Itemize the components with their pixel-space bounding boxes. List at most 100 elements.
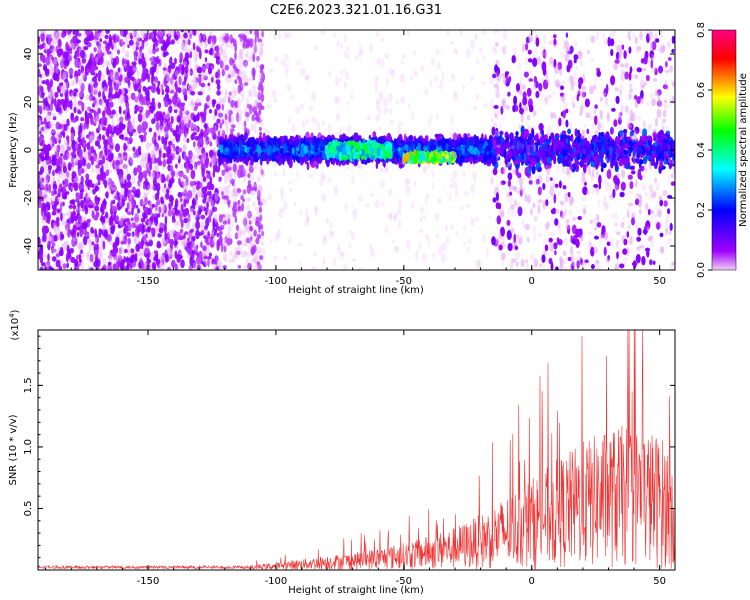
heatmap-cell bbox=[141, 60, 147, 69]
heatmap-cell bbox=[144, 196, 148, 206]
heatmap-cell bbox=[53, 190, 57, 195]
heatmap-cell bbox=[196, 47, 201, 53]
heatmap-cell bbox=[210, 76, 214, 83]
heatmap-cell bbox=[149, 162, 153, 171]
heatmap-cell bbox=[156, 110, 160, 121]
heatmap-cell bbox=[140, 259, 143, 268]
heatmap-cell bbox=[100, 123, 103, 129]
heatmap-cell bbox=[230, 124, 236, 129]
heatmap-cell bbox=[92, 188, 96, 195]
heatmap-cell bbox=[138, 151, 142, 156]
heatmap-cell bbox=[74, 98, 77, 108]
heatmap-cell bbox=[169, 243, 173, 251]
heatmap-cell bbox=[203, 40, 207, 49]
heatmap-cell bbox=[107, 135, 113, 144]
heatmap-cell bbox=[170, 70, 175, 74]
heatmap-cell bbox=[308, 174, 314, 179]
heatmap-cell bbox=[94, 249, 98, 256]
heatmap-cell bbox=[68, 54, 72, 62]
heatmap-cell bbox=[171, 214, 176, 220]
heatmap-cell bbox=[189, 101, 195, 107]
heatmap-cell bbox=[157, 80, 161, 87]
heatmap-cell bbox=[135, 41, 140, 47]
heatmap-cell bbox=[453, 92, 458, 102]
heatmap-cell bbox=[170, 39, 175, 45]
heatmap-cell bbox=[65, 101, 71, 108]
heatmap-cell bbox=[194, 135, 199, 141]
heatmap-cell bbox=[533, 233, 537, 242]
heatmap-cell bbox=[139, 252, 143, 260]
heatmap-cell bbox=[475, 216, 479, 222]
heatmap-cell bbox=[38, 51, 43, 56]
heatmap-cell bbox=[147, 207, 152, 216]
heatmap-cell bbox=[366, 114, 371, 121]
heatmap-cell bbox=[142, 234, 147, 241]
heatmap-cell bbox=[229, 68, 234, 79]
heatmap-cell bbox=[568, 107, 572, 114]
heatmap-cell bbox=[345, 71, 350, 81]
heatmap-cell bbox=[76, 231, 80, 238]
heatmap-cell bbox=[135, 188, 141, 199]
heatmap-cell bbox=[100, 203, 104, 212]
heatmap-cell bbox=[320, 171, 325, 181]
heatmap-cell bbox=[306, 215, 310, 222]
heatmap-cell bbox=[84, 215, 87, 223]
heatmap-cell bbox=[115, 159, 121, 166]
heatmap-cell bbox=[131, 117, 136, 127]
heatmap-cell bbox=[449, 183, 454, 190]
heatmap-cell bbox=[76, 178, 80, 183]
heatmap-cell bbox=[171, 240, 175, 246]
heatmap-cell bbox=[129, 257, 135, 264]
heatmap-cell bbox=[100, 229, 103, 235]
heatmap-cell bbox=[151, 97, 155, 103]
heatmap-cell bbox=[260, 93, 265, 103]
heatmap-cell bbox=[216, 135, 220, 146]
heatmap-cell bbox=[429, 78, 433, 88]
heatmap-cell bbox=[138, 215, 142, 224]
heatmap-cell bbox=[105, 30, 110, 34]
heatmap-cell bbox=[45, 113, 52, 123]
heatmap-cell bbox=[145, 141, 150, 151]
heatmap-cell bbox=[98, 252, 103, 261]
heatmap-cell bbox=[180, 30, 184, 33]
heatmap-cell bbox=[252, 75, 256, 81]
heatmap-cell bbox=[255, 237, 260, 245]
heatmap-cell bbox=[208, 109, 213, 114]
heatmap-cell bbox=[45, 56, 51, 66]
heatmap-cell bbox=[88, 136, 92, 144]
heatmap-cell bbox=[260, 241, 265, 246]
heatmap-cell bbox=[333, 185, 339, 196]
heatmap-cells bbox=[38, 30, 675, 270]
heatmap-cell bbox=[118, 152, 122, 159]
heatmap-cell bbox=[191, 249, 196, 254]
heatmap-cell bbox=[174, 57, 177, 65]
heatmap-cell bbox=[197, 102, 202, 106]
heatmap-cell bbox=[183, 128, 188, 138]
heatmap-cell bbox=[185, 222, 190, 230]
heatmap-cell bbox=[182, 143, 187, 153]
heatmap-cell bbox=[93, 80, 98, 89]
heatmap-cell bbox=[87, 180, 90, 191]
heatmap-cell bbox=[68, 204, 73, 209]
heatmap-cell bbox=[56, 48, 62, 58]
heatmap-cell bbox=[40, 161, 45, 167]
heatmap-cell bbox=[71, 237, 76, 248]
heatmap-cell bbox=[282, 168, 286, 177]
heatmap-cell bbox=[216, 265, 220, 270]
heatmap-cell bbox=[59, 144, 65, 154]
heatmap-cell bbox=[332, 257, 337, 267]
heatmap-cell bbox=[454, 188, 459, 197]
heatmap-cell bbox=[79, 207, 85, 212]
heatmap-cell bbox=[200, 175, 204, 185]
heatmap-cell bbox=[358, 43, 361, 48]
heatmap-cell bbox=[161, 253, 165, 260]
heatmap-cell bbox=[223, 176, 228, 184]
heatmap-cell bbox=[49, 197, 53, 202]
heatmap-cell bbox=[81, 260, 84, 270]
heatmap-cell bbox=[57, 112, 63, 117]
heatmap-cell bbox=[189, 256, 193, 266]
heatmap-cell bbox=[98, 86, 104, 93]
heatmap-cell bbox=[185, 114, 191, 122]
heatmap-cell bbox=[54, 195, 59, 204]
heatmap-cell bbox=[314, 205, 319, 213]
